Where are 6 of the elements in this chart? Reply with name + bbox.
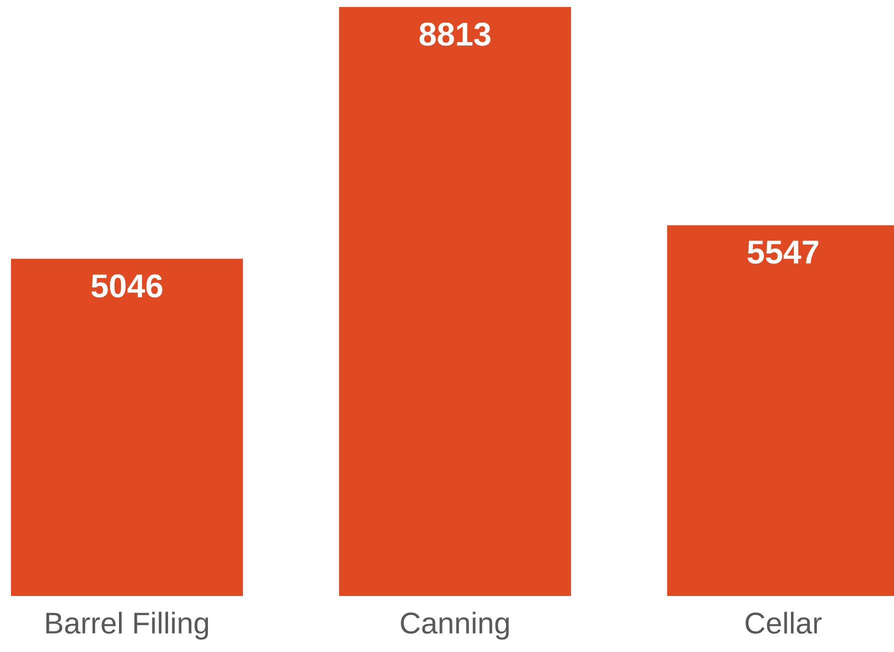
x-tick-label: Cellar xyxy=(746,612,822,634)
x-tick-label: Barrel Filling xyxy=(46,612,208,640)
data-label: 5046 xyxy=(91,274,162,298)
x-tick-label: Canning xyxy=(400,612,509,640)
data-label: 8813 xyxy=(420,22,490,46)
data-label: 5547 xyxy=(748,240,818,264)
